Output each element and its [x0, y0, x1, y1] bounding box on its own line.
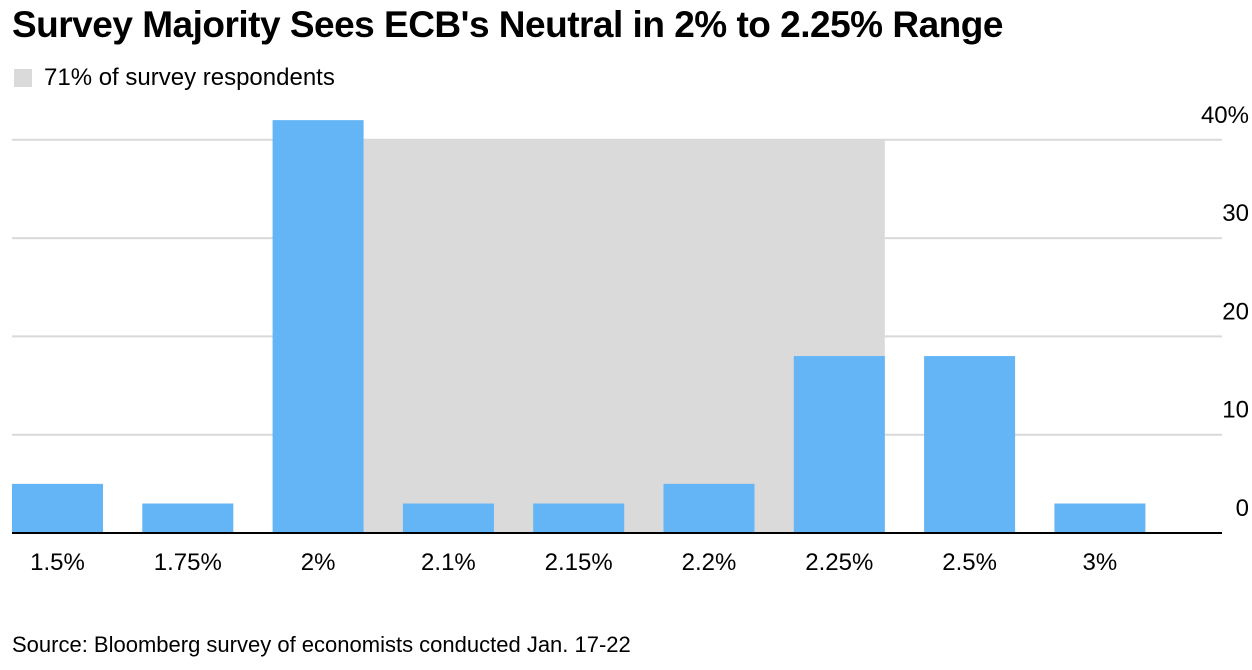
y-tick-label-20: 20: [1222, 298, 1249, 325]
y-tick-label-10: 10: [1222, 397, 1249, 424]
y-tick-label-30: 30: [1222, 200, 1249, 227]
chart-title: Survey Majority Sees ECB's Neutral in 2%…: [12, 4, 1003, 45]
y-tick-label-0: 0: [1236, 495, 1249, 522]
bar-2.25%: [793, 356, 885, 533]
x-tick-label-2.15%: 2.15%: [545, 549, 613, 576]
legend: 71% of survey respondents: [14, 64, 335, 92]
x-tick-label-3%: 3%: [1083, 549, 1118, 576]
x-tick-label-2.5%: 2.5%: [942, 549, 997, 576]
x-tick-label-1.75%: 1.75%: [154, 549, 222, 576]
bar-1.75%: [142, 503, 234, 533]
source-note: Source: Bloomberg survey of economists c…: [12, 632, 631, 657]
x-tick-label-2.1%: 2.1%: [421, 549, 476, 576]
legend-label: 71% of survey respondents: [44, 64, 335, 91]
bar-chart: 0 10 20 30 40% 1.5% 1.75% 2% 2.1% 2.15% 2.2% 2.25% 2…: [12, 102, 1249, 576]
legend-swatch: [14, 69, 32, 87]
x-tick-label-2.25%: 2.25%: [805, 549, 873, 576]
x-tick-label-2.2%: 2.2%: [682, 549, 737, 576]
bar-2.2%: [663, 483, 755, 533]
label-layer: 0 10 20 30 40% 1.5% 1.75% 2% 2.1% 2.15% 2.2% 2.25% 2…: [30, 102, 1249, 576]
gridline-layer: [12, 138, 1222, 436]
y-tick-label-40: 40%: [1201, 102, 1249, 129]
bar-layer: [12, 120, 1146, 533]
bar-2.1%: [402, 503, 494, 533]
x-tick-label-1.5%: 1.5%: [30, 549, 85, 576]
x-tick-label-2%: 2%: [301, 549, 336, 576]
bar-2.15%: [533, 503, 625, 533]
bar-2.5%: [924, 356, 1016, 533]
bar-2%: [272, 120, 364, 533]
bar-1.5%: [12, 483, 103, 533]
bar-3%: [1054, 503, 1146, 533]
